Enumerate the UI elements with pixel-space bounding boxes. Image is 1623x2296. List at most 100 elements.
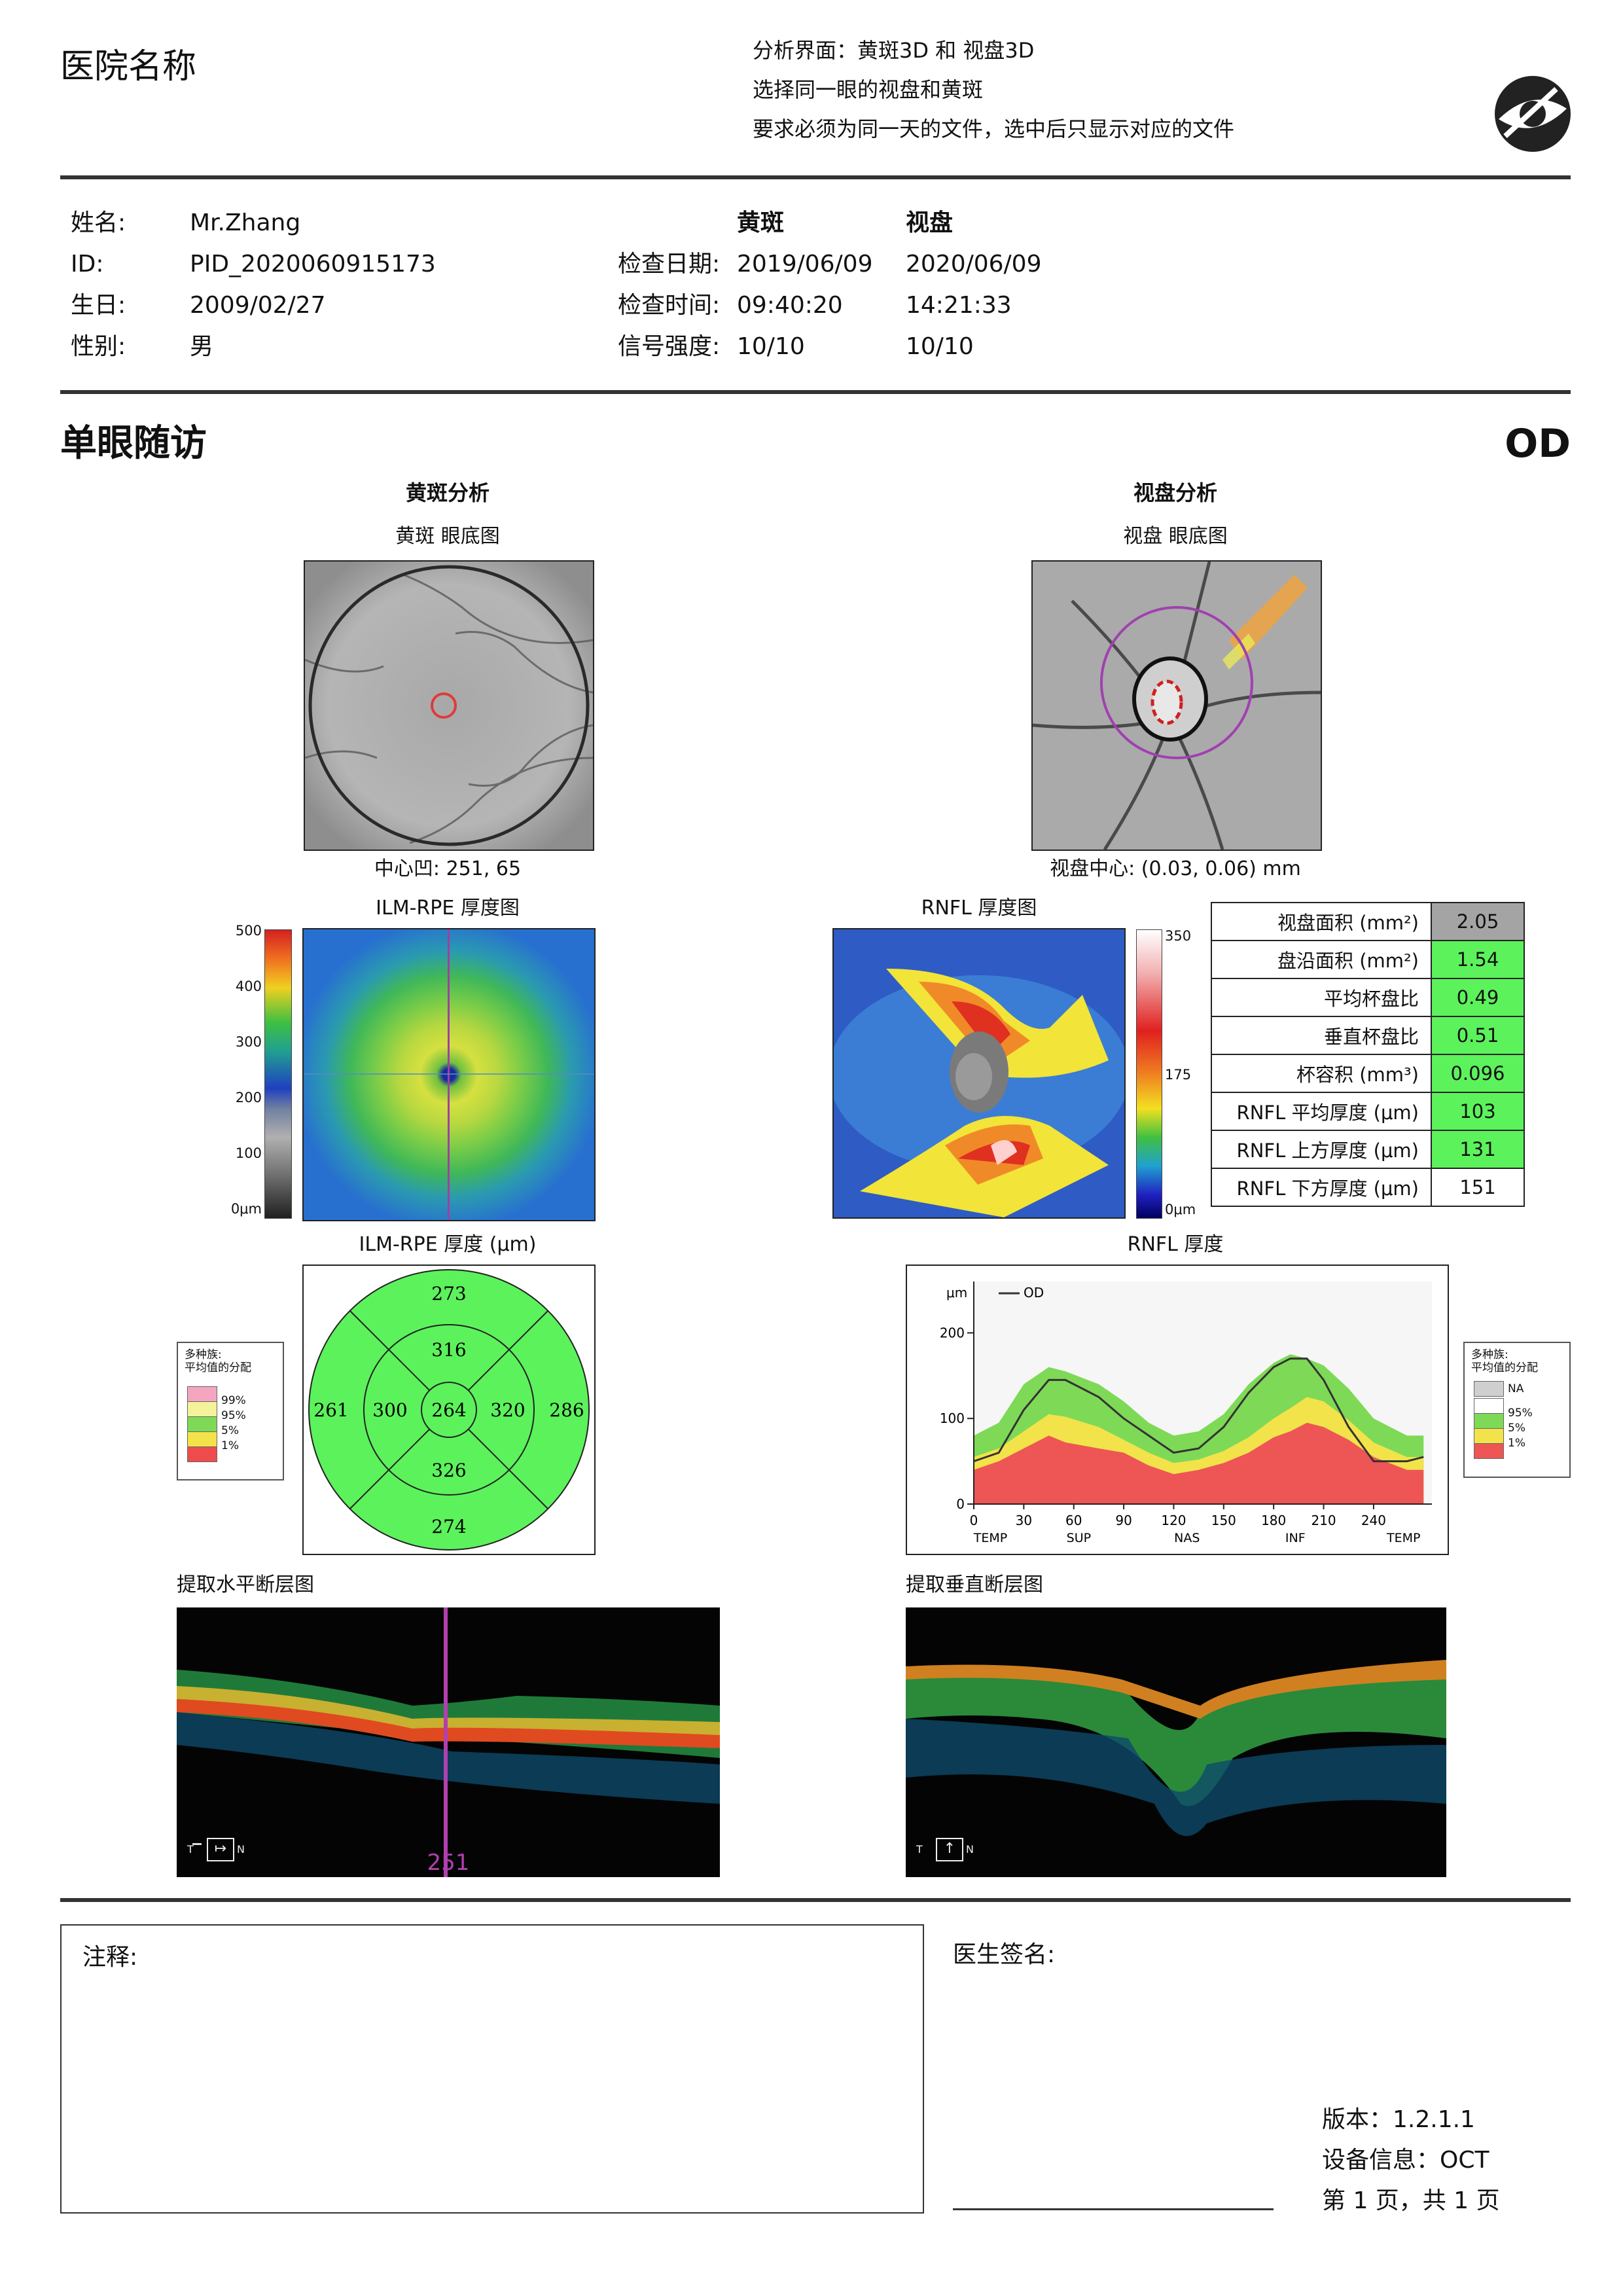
rnfl-band-1pct (974, 1422, 1424, 1504)
rnfl-region-label: TEMP (1386, 1531, 1420, 1545)
disc-param-label: RNFL 平均厚度 (μm) (1211, 1092, 1432, 1131)
horizontal-bscan-title: 提取水平断层图 (177, 1573, 314, 1596)
header-divider (60, 175, 1571, 179)
exam-time-disc: 14:21:33 (906, 292, 1012, 319)
sector-outer-top: 273 (431, 1283, 466, 1304)
horizontal-arrow-icon: ↦ (207, 1838, 234, 1861)
ilm-rpe-tick-400: 400 (235, 978, 262, 994)
disc-param-row: RNFL 上方厚度 (μm) 131 (1211, 1130, 1525, 1169)
exam-time-macula: 09:40:20 (737, 292, 843, 319)
rnfl-thickness-map (832, 928, 1126, 1219)
macula-legend-item-99: 99% (221, 1394, 246, 1407)
rnfl-y-tick-label: 200 (940, 1325, 965, 1340)
disc-param-row: 杯容积 (mm³) 0.096 (1211, 1054, 1525, 1093)
ilm-rpe-tick-100: 100 (235, 1145, 262, 1161)
vbscan-orient-n: N (966, 1843, 974, 1856)
disc-param-row: 视盘面积 (mm²) 2.05 (1211, 902, 1525, 941)
name-label: 姓名: (71, 209, 126, 236)
rnfl-x-tick-label: 210 (1311, 1513, 1336, 1528)
id-label: ID: (71, 251, 104, 278)
rnfl-chart-title: RNFL 厚度 (1127, 1233, 1224, 1256)
disc-parameters-table: 视盘面积 (mm²) 2.05 盘沿面积 (mm²) 1.54 平均杯盘比 0.49 垂直杯… (1211, 902, 1525, 1207)
sector-outer-right: 286 (549, 1399, 584, 1421)
macula-legend-item-5: 5% (221, 1424, 239, 1437)
rnfl-tick-350: 350 (1165, 928, 1192, 944)
macula-legend-title-1: 多种族: (185, 1348, 222, 1361)
patient-sex: 男 (190, 333, 214, 360)
rnfl-profile-chart: 0 100 200 0 30 60 90 120 150 180 210 240 TEMP SUP NA… (906, 1265, 1449, 1555)
header-note-2: 选择同一眼的视盘和黄斑 (753, 77, 984, 102)
section-title: 单眼随访 (60, 422, 207, 465)
map-horizontal-line (304, 1073, 594, 1075)
disc-fundus-title: 视盘 眼底图 (1123, 525, 1228, 548)
exam-time-label: 检查时间: (618, 292, 721, 319)
eye-logo-icon (1495, 76, 1571, 152)
rnfl-color-scale (1136, 929, 1162, 1219)
ilm-rpe-thickness-map (302, 928, 596, 1221)
macula-legend-item-1: 1% (221, 1439, 239, 1452)
disc-param-row: RNFL 下方厚度 (μm) 151 (1211, 1168, 1525, 1207)
macula-normative-legend: 多种族: 平均值的分配 99% 95% 5% 1% (177, 1342, 284, 1480)
disc-param-value: 103 (1431, 1092, 1525, 1131)
disc-legend-swatch-yellow (1474, 1428, 1504, 1444)
version-label: 版本：1.2.1.1 (1322, 2106, 1475, 2133)
bscan-orient-t: T (187, 1843, 194, 1856)
disc-param-value: 151 (1431, 1168, 1525, 1207)
disc-legend-swatch-red (1474, 1443, 1504, 1459)
notes-box[interactable]: 注释: (60, 1924, 924, 2214)
disc-param-label: 视盘面积 (mm²) (1211, 902, 1432, 941)
page-label: 第 1 页，共 1 页 (1322, 2187, 1500, 2214)
sector-inner-right: 320 (490, 1399, 525, 1421)
disc-legend-item-5: 5% (1508, 1422, 1525, 1435)
notes-label: 注释: (82, 1944, 138, 1971)
macula-analysis-title: 黄斑分析 (405, 480, 490, 505)
rnfl-x-tick-label: 150 (1211, 1513, 1236, 1528)
disc-param-value: 1.54 (1431, 940, 1525, 979)
header-note-3: 要求必须为同一天的文件，选中后只显示对应的文件 (753, 117, 1235, 141)
legend-swatch-light-yellow (187, 1401, 217, 1417)
ilm-rpe-map-title: ILM-RPE 厚度图 (376, 897, 520, 920)
legend-swatch-yellow (187, 1431, 217, 1447)
rnfl-region-label: TEMP (973, 1531, 1007, 1545)
rnfl-tick-175: 175 (1165, 1067, 1192, 1083)
macula-legend-title-2: 平均值的分配 (185, 1361, 251, 1374)
macula-fundus-image (304, 560, 594, 851)
rnfl-y-tick-label: 0 (956, 1496, 965, 1512)
disc-param-row: 盘沿面积 (mm²) 1.54 (1211, 940, 1525, 979)
disc-fundus-image (1031, 560, 1322, 851)
bscan-position-marker: 251 (427, 1850, 470, 1876)
disc-param-value: 2.05 (1431, 902, 1525, 941)
rnfl-map-title: RNFL 厚度图 (921, 897, 1037, 920)
eye-label: OD (1505, 421, 1571, 467)
disc-legend-item-95: 95% (1508, 1407, 1533, 1420)
ilm-rpe-sector-title: ILM-RPE 厚度 (μm) (359, 1233, 537, 1256)
rnfl-profile-svg: 0 100 200 0 30 60 90 120 150 180 210 240 TEMP SUP NA… (940, 1282, 1432, 1545)
rnfl-x-tick-label: 90 (1115, 1513, 1132, 1528)
device-label: 设备信息：OCT (1322, 2147, 1489, 2174)
disc-param-label: RNFL 下方厚度 (μm) (1211, 1168, 1432, 1207)
disc-legend-item-1: 1% (1508, 1437, 1525, 1450)
patient-name: Mr.Zhang (190, 209, 301, 236)
vbscan-orient-t: T (916, 1843, 923, 1856)
rnfl-tick-0: 0μm (1165, 1202, 1196, 1217)
disc-param-value: 0.49 (1431, 978, 1525, 1017)
header-note-1: 分析界面：黄斑3D 和 视盘3D (753, 38, 1035, 63)
signature-label: 医生签名: (953, 1941, 1056, 1968)
patient-id: PID_2020060915173 (190, 251, 436, 278)
horizontal-bscan-image: 251 T ↦ N (177, 1607, 720, 1877)
disc-param-value: 131 (1431, 1130, 1525, 1169)
macula-legend-item-95: 95% (221, 1409, 246, 1422)
signature-line[interactable] (953, 2208, 1274, 2210)
disc-analysis-title: 视盘分析 (1133, 480, 1217, 505)
vertical-bscan-title: 提取垂直断层图 (906, 1573, 1043, 1596)
rnfl-x-tick-label: 180 (1261, 1513, 1286, 1528)
fovea-caption: 中心凹: 251, 65 (374, 857, 522, 880)
disc-legend-swatch-white (1474, 1398, 1504, 1414)
ilm-rpe-tick-0: 0μm (230, 1201, 262, 1217)
rnfl-od-series-line (973, 1357, 1424, 1463)
sex-label: 性别: (71, 333, 126, 360)
signal-disc: 10/10 (906, 333, 974, 360)
exam-date-disc: 2020/06/09 (906, 251, 1042, 278)
footer-divider (60, 1898, 1571, 1902)
disc-legend-title-2: 平均值的分配 (1471, 1361, 1538, 1374)
